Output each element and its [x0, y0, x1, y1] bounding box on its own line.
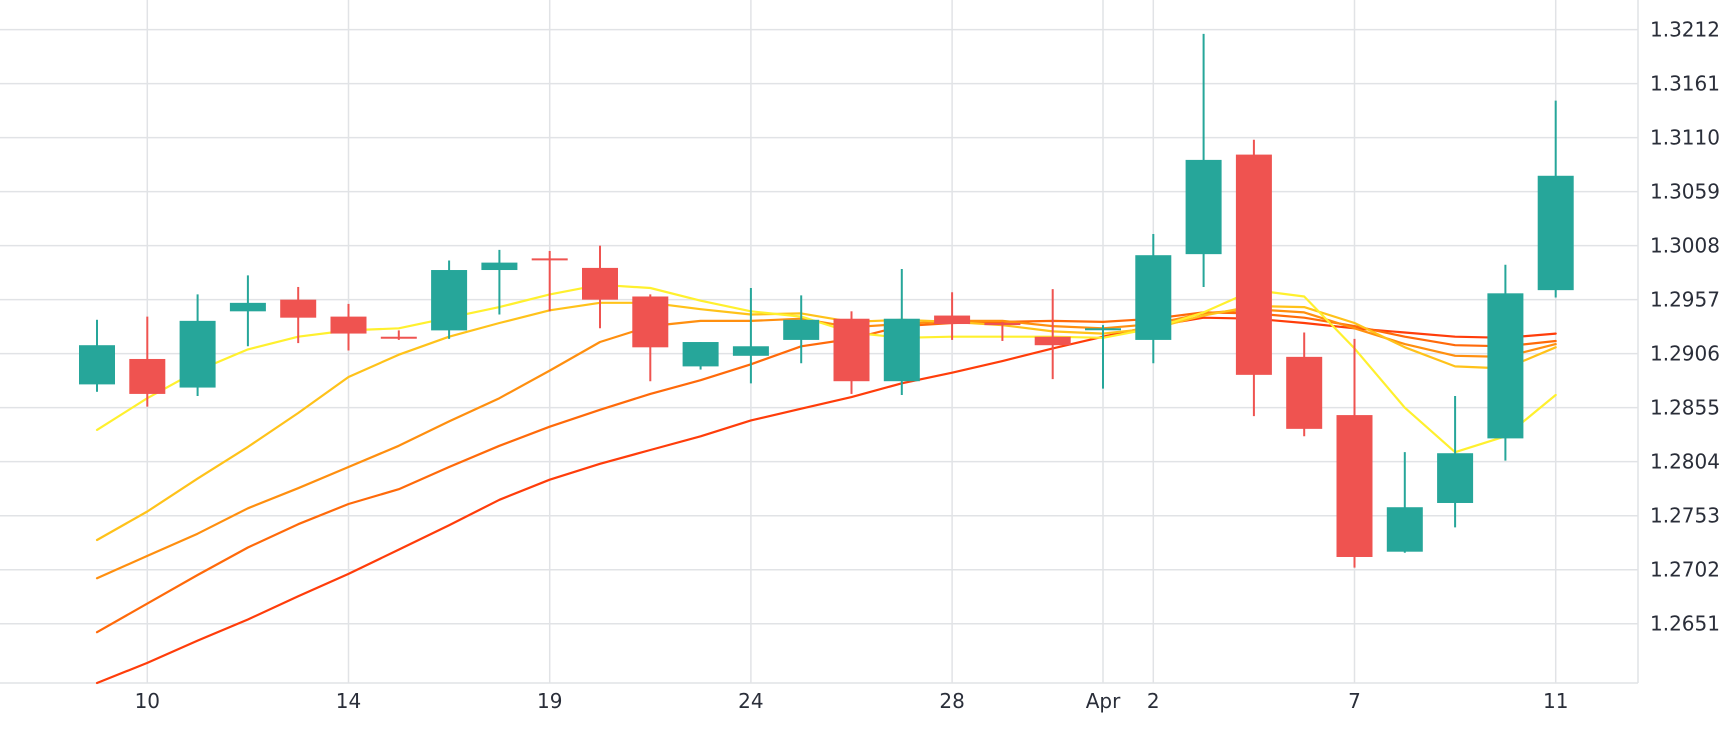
moving-average-line: [95, 308, 1557, 580]
candle-body: [582, 267, 618, 300]
candle: [783, 295, 820, 364]
candle: [129, 316, 166, 407]
x-tick-label: 2: [1147, 689, 1160, 713]
x-tick-label: Apr: [1086, 689, 1121, 713]
y-tick-label: 1.3008: [1650, 234, 1720, 258]
candle-body: [1185, 159, 1222, 255]
candle-body: [129, 358, 166, 394]
candle: [1336, 338, 1373, 568]
y-tick-label: 1.3161: [1650, 72, 1720, 96]
candle-body: [1034, 336, 1071, 346]
y-tick-label: 1.3212: [1650, 18, 1720, 42]
candle-body: [1286, 356, 1323, 429]
candle: [229, 275, 266, 347]
x-axis: 10 14 19 24 28 Apr 2 7 11: [135, 689, 1569, 713]
candle-body: [883, 318, 920, 382]
y-tick-label: 1.2906: [1650, 342, 1720, 366]
candle: [1537, 100, 1574, 298]
candle: [1487, 264, 1524, 461]
y-axis: 1.3212 1.3161 1.3110 1.3059 1.3008 1.2957 1.29…: [1650, 18, 1720, 636]
candle-body: [934, 315, 971, 325]
candle: [1386, 452, 1423, 553]
y-tick-label: 1.3110: [1650, 126, 1720, 150]
candle-body: [1336, 415, 1373, 557]
candle: [1085, 325, 1121, 389]
x-tick-label: 7: [1348, 689, 1361, 713]
candle: [431, 260, 468, 339]
candle: [833, 311, 870, 394]
candle: [582, 245, 618, 329]
candle: [1135, 234, 1172, 364]
moving-average-line: [95, 316, 1557, 685]
candle-body: [330, 316, 367, 334]
x-tick-label: 11: [1543, 689, 1568, 713]
y-tick-label: 1.2702: [1650, 558, 1720, 582]
moving-average-line: [95, 311, 1557, 634]
candle-body: [531, 258, 568, 261]
candle-body: [1537, 175, 1574, 291]
candle: [280, 286, 317, 344]
candle: [883, 268, 920, 395]
candle-body: [984, 322, 1021, 326]
candle: [984, 321, 1021, 341]
candle: [1235, 139, 1272, 417]
candle-body: [280, 299, 317, 318]
candle: [732, 288, 769, 384]
candle-body: [431, 270, 468, 331]
candle: [1034, 289, 1071, 380]
candle: [380, 330, 417, 340]
x-tick-label: 24: [738, 689, 763, 713]
x-tick-label: 10: [135, 689, 160, 713]
candle-body: [79, 345, 115, 385]
candle: [632, 294, 669, 382]
candle-body: [1235, 154, 1272, 375]
candle-body: [682, 342, 719, 367]
candle: [79, 319, 115, 392]
candle-body: [1135, 255, 1172, 340]
candle-body: [481, 262, 518, 271]
candles: [79, 33, 1574, 568]
y-tick-label: 1.3059: [1650, 180, 1720, 204]
candle: [330, 303, 367, 351]
candle-body: [783, 319, 820, 340]
candle-body: [1085, 328, 1121, 331]
y-tick-label: 1.2804: [1650, 450, 1720, 474]
candle: [481, 249, 518, 315]
candle: [1185, 33, 1222, 287]
candle-body: [1487, 293, 1524, 439]
y-tick-label: 1.2855: [1650, 396, 1720, 420]
y-tick-label: 1.2651: [1650, 612, 1720, 636]
candle-body: [179, 320, 216, 388]
candle: [682, 342, 719, 370]
candle-body: [229, 302, 266, 312]
candle-body: [833, 318, 870, 382]
candle: [1437, 396, 1474, 528]
moving-average-line: [95, 301, 1557, 542]
candle-body: [1437, 453, 1474, 503]
candle: [179, 294, 216, 397]
candle: [1286, 332, 1323, 437]
x-tick-label: 28: [939, 689, 964, 713]
candle-body: [1386, 507, 1423, 552]
candle: [531, 250, 568, 312]
y-tick-label: 1.2753: [1650, 504, 1720, 528]
x-tick-label: 14: [336, 689, 361, 713]
candle-body: [632, 296, 669, 348]
x-tick-label: 19: [537, 689, 562, 713]
candle-body: [732, 346, 769, 356]
candle: [934, 292, 971, 340]
candle-body: [380, 336, 417, 339]
y-tick-label: 1.2957: [1650, 288, 1720, 312]
